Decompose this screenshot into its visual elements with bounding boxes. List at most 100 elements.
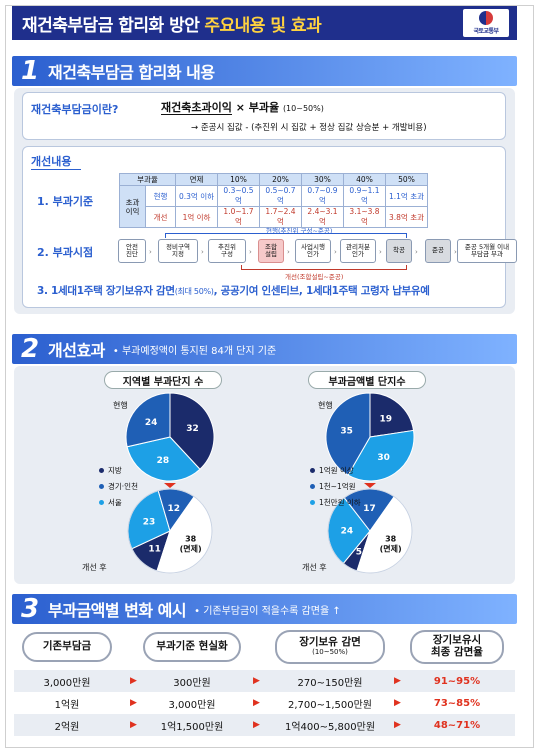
improvement-box: 개선내용 1. 부과기준 부과율 면제 10% 20% 30% 40% 50% … xyxy=(22,146,517,308)
example-header-text: 장기보유 감면 xyxy=(299,636,361,649)
chart2-legend-item: 1천~1억원 xyxy=(310,481,356,492)
chart1-title: 지역별 부과단지 수 xyxy=(104,371,222,389)
flow-step: 조합 설립 xyxy=(258,239,284,263)
section2-panel xyxy=(14,366,515,584)
formula-rate: (10~50%) xyxy=(282,104,324,113)
table-header: 50% xyxy=(385,173,428,186)
definition-formula: 재건축초과이익 × 부과율 (10~50%) xyxy=(161,99,324,115)
chart2-after-label: 개선 후 xyxy=(302,563,327,572)
section2-header: 2 개선효과 • 부과예정액이 통지된 84개 단지 기준 xyxy=(12,334,517,364)
table-category: 초과 이익 xyxy=(119,185,146,228)
table-header: 30% xyxy=(301,173,344,186)
example-row: 3,000만원 ▶ 300만원 ▶ 270~150만원 ▶ 91~95% xyxy=(14,670,515,692)
example-header: 부과기준 현실화 xyxy=(143,632,241,662)
legend-text: 경기·인천 xyxy=(108,482,138,491)
table-cell-current: 0.3억 이하 xyxy=(175,185,218,207)
flow-arrow-icon: › xyxy=(334,248,337,256)
section1-number: 1 xyxy=(20,56,40,86)
section3-title: 부과금액별 변화 예시 xyxy=(48,601,187,620)
flow-step: 정비구역 지정 xyxy=(158,239,198,263)
example-header-text: 부과기준 현실화 xyxy=(156,640,228,653)
table-header: 20% xyxy=(259,173,302,186)
chart1-after-label: 개선 후 xyxy=(82,563,107,572)
flow-note-new: 개선(조합설립~준공) xyxy=(285,273,344,281)
formula-main: 재건축초과이익 xyxy=(161,101,232,115)
flow-arrow-icon: › xyxy=(454,248,457,256)
legend-dot-icon xyxy=(99,484,104,489)
section3-subtitle: • 기존부담금이 적을수록 감면율 ↑ xyxy=(194,605,341,617)
arrow-icon: ▶ xyxy=(253,720,260,730)
arrow-icon: ▶ xyxy=(130,698,137,708)
logo-mark-icon xyxy=(479,11,493,25)
formula-op: × 부과율 xyxy=(235,101,280,114)
chart1-legend-item: 서울 xyxy=(99,497,122,508)
section3-number: 3 xyxy=(20,594,40,624)
flow-arrow-icon: › xyxy=(201,248,204,256)
flow-step: 사업시행 인가 xyxy=(295,239,331,263)
example-header-text: 기존부담금 xyxy=(42,640,92,653)
flow-note-current: 현행(추진위 구성~준공) xyxy=(266,227,333,235)
table-cell-new: 3.1~3.8억 xyxy=(343,206,386,228)
example-cell: 1억원 xyxy=(54,699,80,711)
legend-text: 서울 xyxy=(108,498,122,507)
example-cell: 1억400~5,800만원 xyxy=(284,721,376,733)
flow-arrow-icon: › xyxy=(287,248,290,256)
example-cell: 48~71% xyxy=(433,719,481,731)
row3-label: 3. 1세대1주택 장기보유자 감면 xyxy=(37,285,175,297)
flow-bracket-new xyxy=(241,265,407,270)
row1-label: 1. 부과기준 xyxy=(37,195,94,208)
table-header: 40% xyxy=(343,173,386,186)
flow-step: 추진위 구성 xyxy=(208,239,246,263)
arrow-icon: ▶ xyxy=(253,698,260,708)
arrow-icon: ▶ xyxy=(394,720,401,730)
table-cell-new: 1.7~2.4억 xyxy=(259,206,302,228)
table-cell-new: 2.4~3.1억 xyxy=(301,206,344,228)
chart1-legend-item: 지방 xyxy=(99,465,122,476)
row2-label: 2. 부과시점 xyxy=(37,246,94,259)
example-cell: 2,700~1,500만원 xyxy=(287,699,373,711)
table-cell-current: 1.1억 초과 xyxy=(385,185,428,207)
section3-header: 3 부과금액별 변화 예시 • 기존부담금이 적을수록 감면율 ↑ xyxy=(12,594,517,624)
example-cell: 3,000만원 xyxy=(43,677,91,689)
example-cell: 2억원 xyxy=(54,721,80,733)
chart2-legend-item: 1천만원 이하 xyxy=(310,497,361,508)
legend-text: 1천~1억원 xyxy=(319,482,356,491)
section2-subtitle: • 부과예정액이 통지된 84개 단지 기준 xyxy=(112,345,277,357)
rate-table: 부과율 면제 10% 20% 30% 40% 50% 초과 이익 현행 0.3억… xyxy=(119,173,428,228)
legend-dot-icon xyxy=(310,468,315,473)
table-header: 10% xyxy=(217,173,260,186)
chart2-legend-item: 1억원 이상 xyxy=(310,465,354,476)
example-header-small: (10~50%) xyxy=(312,647,348,656)
flow-step: 착공 xyxy=(386,239,412,263)
chart2-before-label: 현행 xyxy=(318,401,333,410)
legend-dot-icon xyxy=(310,484,315,489)
section2-title: 개선효과 xyxy=(48,341,105,360)
table-cell-current: 0.7~0.9억 xyxy=(301,185,344,207)
arrow-icon: ▶ xyxy=(394,676,401,686)
arrow-icon: ▶ xyxy=(394,698,401,708)
example-cell: 300만원 xyxy=(173,677,211,689)
example-cell: 270~150만원 xyxy=(297,677,363,689)
row3-rest: , 공공기여 인센티브, 1세대1주택 고령자 납부유예 xyxy=(213,285,430,297)
table-current-label: 현행 xyxy=(145,185,176,207)
arrow-icon: ▶ xyxy=(130,676,137,686)
definition-label: 재건축부담금이란? xyxy=(31,103,119,116)
section1-header: 1 재건축부담금 합리화 내용 xyxy=(12,56,517,86)
table-header: 면제 xyxy=(175,173,218,186)
legend-text: 1억원 이상 xyxy=(319,466,354,475)
legend-text: 지방 xyxy=(108,466,122,475)
ministry-logo: 국토교통부 xyxy=(463,9,509,37)
flow-step: 준공 5개월 이내 부담금 부과 xyxy=(457,239,517,263)
legend-text: 1천만원 이하 xyxy=(319,498,361,507)
example-row: 2억원 ▶ 1억1,500만원 ▶ 1억400~5,800만원 ▶ 48~71% xyxy=(14,714,515,736)
improvement-title: 개선내용 xyxy=(31,155,72,168)
flow-arrow-icon: › xyxy=(149,248,152,256)
definition-note: → 준공시 집값 - (추진위 시 집값 + 정상 집값 상승분 + 개발비용) xyxy=(191,123,427,133)
example-header-text: 장기보유시 최종 감면율 xyxy=(431,634,483,658)
flow-bracket-current xyxy=(165,233,407,238)
flow-arrow-icon: › xyxy=(379,248,382,256)
legend-dot-icon xyxy=(99,500,104,505)
example-header: 기존부담금 xyxy=(22,632,112,662)
table-new-label: 개선 xyxy=(145,206,176,228)
row3-small: (최대 50%) xyxy=(174,287,214,296)
